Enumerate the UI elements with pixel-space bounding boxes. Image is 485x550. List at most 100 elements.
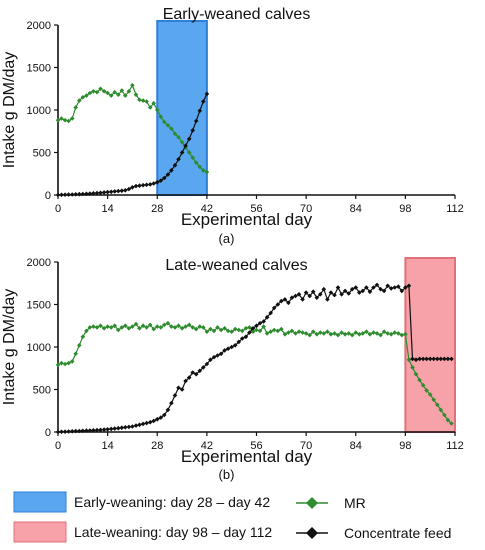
data-point	[133, 321, 139, 327]
data-point	[360, 288, 366, 294]
weaning-region	[404, 257, 456, 433]
data-point	[346, 331, 351, 336]
data-point	[449, 356, 454, 362]
data-point	[84, 191, 89, 197]
data-point	[222, 348, 227, 353]
data-point	[232, 343, 238, 348]
data-point	[243, 326, 249, 331]
data-point	[151, 326, 156, 332]
data-point	[208, 357, 213, 363]
data-point	[438, 407, 444, 413]
data-point	[190, 325, 195, 330]
data-point	[257, 320, 263, 326]
data-point	[435, 402, 440, 408]
data-point	[172, 162, 178, 168]
data-point	[62, 117, 68, 123]
data-point	[59, 360, 64, 366]
data-point	[66, 118, 71, 124]
data-point	[342, 331, 348, 337]
y-tick-label: 2000	[27, 20, 51, 32]
data-point	[413, 357, 419, 363]
data-point	[279, 326, 284, 332]
data-point	[133, 183, 139, 189]
y-tick-label: 1500	[27, 63, 51, 75]
data-point	[108, 325, 114, 330]
data-point	[204, 329, 210, 334]
data-point	[105, 189, 110, 195]
data-point	[335, 332, 341, 338]
data-point	[271, 327, 277, 333]
data-point	[431, 397, 436, 402]
data-point	[286, 300, 291, 306]
data-point	[179, 387, 185, 392]
data-point	[364, 285, 369, 290]
data-point	[374, 282, 380, 288]
data-point	[73, 192, 78, 197]
data-point	[218, 351, 224, 357]
data-point	[80, 334, 86, 340]
data-point	[186, 375, 192, 380]
data-point	[201, 325, 206, 330]
data-point	[137, 422, 142, 428]
data-point	[325, 329, 330, 334]
data-point	[339, 292, 344, 297]
data-point	[392, 330, 397, 335]
data-point	[62, 361, 68, 367]
legend-early-swatch	[13, 491, 67, 513]
panel-title: Early-weaned calves	[163, 6, 311, 23]
panel-a: 0 500 1000 1500 2000 0 14 28 42 56 70 84 98 112 Early-…	[1, 6, 464, 246]
data-point	[169, 168, 174, 173]
data-point	[300, 330, 305, 335]
data-point	[300, 297, 305, 302]
x-tick-label: 56	[250, 440, 262, 452]
data-point	[424, 356, 429, 362]
data-point	[250, 326, 256, 331]
data-point	[162, 322, 167, 328]
data-point	[108, 426, 114, 432]
y-tick-label: 0	[45, 427, 51, 439]
data-point	[318, 292, 323, 297]
data-point	[154, 416, 160, 422]
data-point	[55, 362, 61, 368]
legend-early-label: Early-weaning: day 28 – day 42	[74, 494, 270, 510]
data-point	[59, 192, 64, 198]
data-point	[357, 331, 362, 337]
data-point	[137, 183, 142, 188]
data-point	[332, 292, 337, 298]
data-point	[94, 190, 100, 196]
data-point	[98, 323, 103, 329]
legend-conc-marker	[306, 527, 318, 539]
data-point	[388, 331, 394, 337]
data-point	[165, 407, 171, 413]
data-point	[77, 343, 82, 348]
data-point	[236, 327, 242, 333]
series-mr	[55, 83, 210, 175]
x-tick-label: 84	[350, 440, 362, 452]
data-point	[66, 429, 71, 434]
data-point	[335, 285, 341, 290]
data-point	[55, 117, 61, 123]
data-point	[240, 328, 245, 334]
data-point	[130, 185, 135, 190]
data-point	[381, 288, 387, 294]
data-point	[116, 188, 121, 194]
data-point	[73, 351, 78, 357]
data-point	[105, 427, 110, 432]
data-point	[321, 286, 327, 292]
data-point	[218, 327, 224, 333]
data-point	[282, 331, 288, 337]
data-point	[123, 93, 128, 98]
data-point	[98, 86, 103, 91]
data-point	[268, 329, 273, 334]
data-point	[133, 92, 139, 97]
data-point	[208, 326, 213, 332]
data-point	[197, 164, 203, 170]
data-point	[342, 288, 348, 294]
legend-mr-label: MR	[344, 495, 366, 511]
data-point	[126, 89, 132, 94]
legend: Early-weaning: day 28 – day 42 Late-wean…	[13, 491, 451, 543]
data-point	[98, 427, 103, 433]
data-point	[123, 425, 128, 430]
data-point	[179, 326, 185, 331]
